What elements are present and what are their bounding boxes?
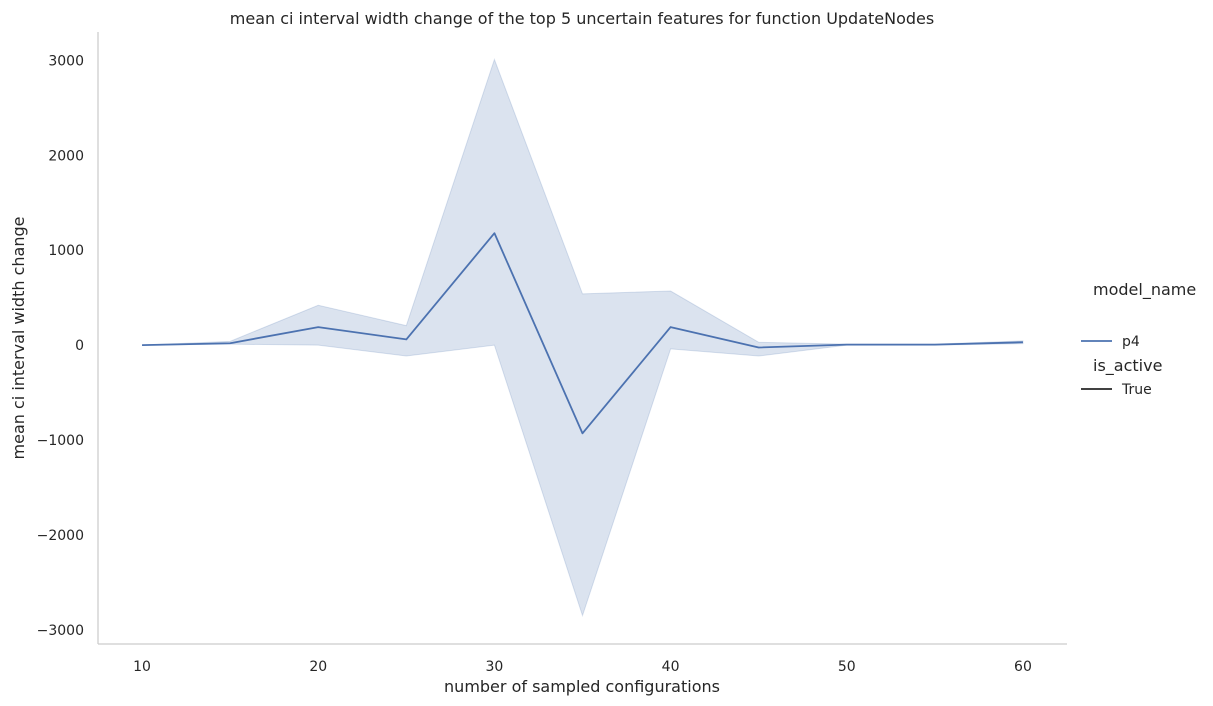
x-tick-label: 50 bbox=[838, 659, 856, 675]
y-axis-label: mean ci interval width change bbox=[9, 217, 28, 460]
x-tick-labels: 10 20 30 40 50 60 bbox=[133, 659, 1032, 675]
x-axis-label: number of sampled configurations bbox=[444, 677, 720, 696]
series-line bbox=[142, 232, 1023, 435]
x-tick-label: 60 bbox=[1014, 659, 1032, 675]
y-tick-label: 0 bbox=[75, 338, 84, 354]
confidence-band-layer bbox=[142, 58, 1024, 618]
x-tick-label: 20 bbox=[309, 659, 327, 675]
x-tick-label: 40 bbox=[662, 659, 680, 675]
x-tick-label: 10 bbox=[133, 659, 151, 675]
y-tick-label: 1000 bbox=[48, 243, 84, 259]
chart-title: mean ci interval width change of the top… bbox=[230, 9, 934, 28]
plot-area bbox=[142, 58, 1024, 618]
legend-label-true: True bbox=[1121, 382, 1152, 398]
y-tick-label: −1000 bbox=[37, 433, 84, 449]
x-tick-label: 30 bbox=[485, 659, 503, 675]
y-tick-labels: −3000 −2000 −1000 0 1000 2000 3000 bbox=[37, 53, 84, 638]
confidence-band bbox=[142, 58, 1024, 618]
legend: model_name p4 is_active True bbox=[1081, 280, 1196, 398]
legend-label-p4: p4 bbox=[1122, 334, 1140, 350]
y-tick-label: −2000 bbox=[37, 528, 84, 544]
y-tick-label: −3000 bbox=[37, 623, 84, 639]
series-line-layer bbox=[142, 232, 1023, 435]
legend-style-title: is_active bbox=[1093, 356, 1162, 376]
y-tick-label: 2000 bbox=[48, 148, 84, 164]
legend-hue-title: model_name bbox=[1093, 280, 1196, 300]
y-tick-label: 3000 bbox=[48, 53, 84, 69]
